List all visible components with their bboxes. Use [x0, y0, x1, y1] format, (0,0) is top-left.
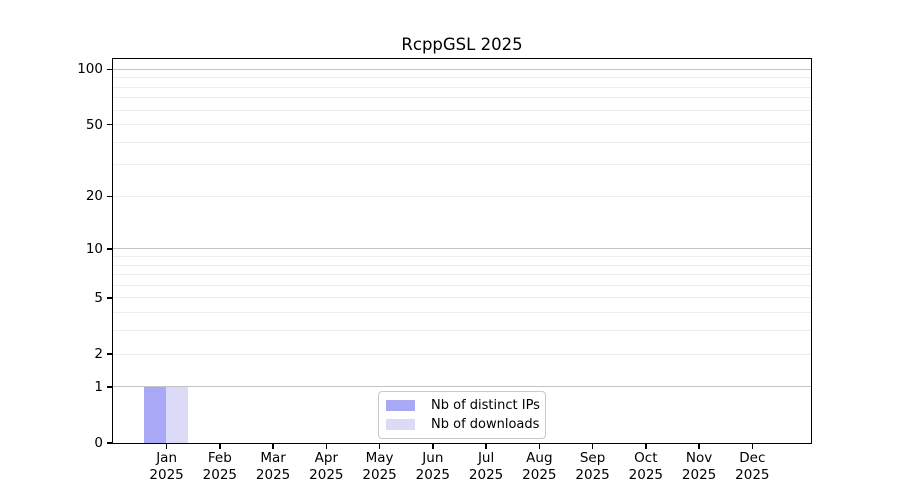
y-axis-tick-label: 2	[94, 346, 103, 363]
minor-gridline	[113, 195, 811, 197]
x-axis-tick-label: Oct 2025	[628, 450, 664, 483]
major-gridline	[113, 386, 811, 388]
x-axis-tick	[272, 444, 274, 450]
minor-gridline	[113, 330, 811, 332]
y-axis-tick-label: 50	[85, 116, 103, 133]
y-axis-tick	[106, 297, 112, 299]
x-axis-tick-label: Apr 2025	[309, 450, 344, 483]
y-axis-tick-label: 100	[77, 61, 103, 78]
x-axis-tick	[165, 444, 168, 450]
x-axis-tick	[485, 444, 487, 450]
x-axis-tick	[645, 444, 647, 450]
y-axis-tick	[106, 123, 112, 126]
x-axis-tick-label: Aug 2025	[522, 450, 557, 483]
minor-gridline	[113, 141, 811, 143]
y-axis-tick-label: 5	[94, 289, 103, 306]
y-axis-tick	[106, 195, 112, 198]
legend-swatch-downloads	[386, 419, 415, 430]
minor-gridline	[113, 284, 811, 286]
minor-gridline	[113, 97, 811, 99]
y-axis-tick	[106, 442, 112, 444]
bar-distinct-ips	[144, 386, 167, 443]
major-gridline	[113, 248, 811, 250]
minor-gridline	[113, 109, 811, 111]
y-axis-tick	[106, 353, 112, 355]
x-axis-tick	[432, 444, 434, 450]
major-gridline	[113, 68, 811, 70]
x-axis-tick	[378, 444, 381, 450]
legend-item-downloads: Nb of downloads	[386, 415, 539, 434]
x-axis-tick-label: Feb 2025	[202, 450, 238, 483]
x-axis-tick-label: Dec 2025	[735, 450, 770, 483]
y-axis-tick	[106, 248, 112, 250]
legend-label-downloads: Nb of downloads	[431, 417, 540, 432]
legend: Nb of distinct IPs Nb of downloads	[378, 391, 546, 439]
x-axis-tick-label: Sep 2025	[575, 450, 610, 483]
minor-gridline	[113, 297, 811, 299]
minor-gridline	[113, 264, 811, 266]
x-axis-tick	[325, 444, 328, 450]
minor-gridline	[113, 124, 811, 126]
x-axis-tick	[219, 444, 221, 450]
x-axis-tick	[591, 444, 594, 450]
minor-gridline	[113, 274, 811, 276]
bar-downloads	[166, 386, 189, 443]
legend-swatch-distinct-ips	[386, 400, 415, 411]
minor-gridline	[113, 86, 811, 88]
chart-title: RcppGSL 2025	[401, 35, 523, 54]
y-axis-tick-label: 20	[85, 188, 103, 205]
minor-gridline	[113, 312, 811, 314]
y-axis-tick-label: 1	[94, 378, 103, 395]
x-axis-tick	[698, 444, 700, 450]
x-axis-tick-label: Mar 2025	[255, 450, 291, 483]
y-axis-tick	[106, 68, 112, 70]
minor-gridline	[113, 77, 811, 79]
legend-item-distinct-ips: Nb of distinct IPs	[386, 396, 540, 415]
y-axis-tick-label: 10	[85, 240, 103, 257]
legend-label-distinct-ips: Nb of distinct IPs	[431, 398, 540, 413]
x-axis-tick	[751, 444, 754, 450]
y-axis-tick-label: 0	[94, 435, 103, 451]
x-axis-tick-label: Jul 2025	[468, 450, 504, 483]
x-axis-tick-label: Jan 2025	[149, 450, 184, 483]
x-axis-tick	[538, 444, 541, 450]
minor-gridline	[113, 256, 811, 258]
x-axis-tick-label: Jun 2025	[415, 450, 451, 483]
x-axis-tick-label: Nov 2025	[681, 450, 717, 483]
y-axis-tick	[106, 386, 112, 388]
minor-gridline	[113, 353, 811, 355]
x-axis-tick-label: May 2025	[362, 450, 397, 483]
minor-gridline	[113, 164, 811, 166]
